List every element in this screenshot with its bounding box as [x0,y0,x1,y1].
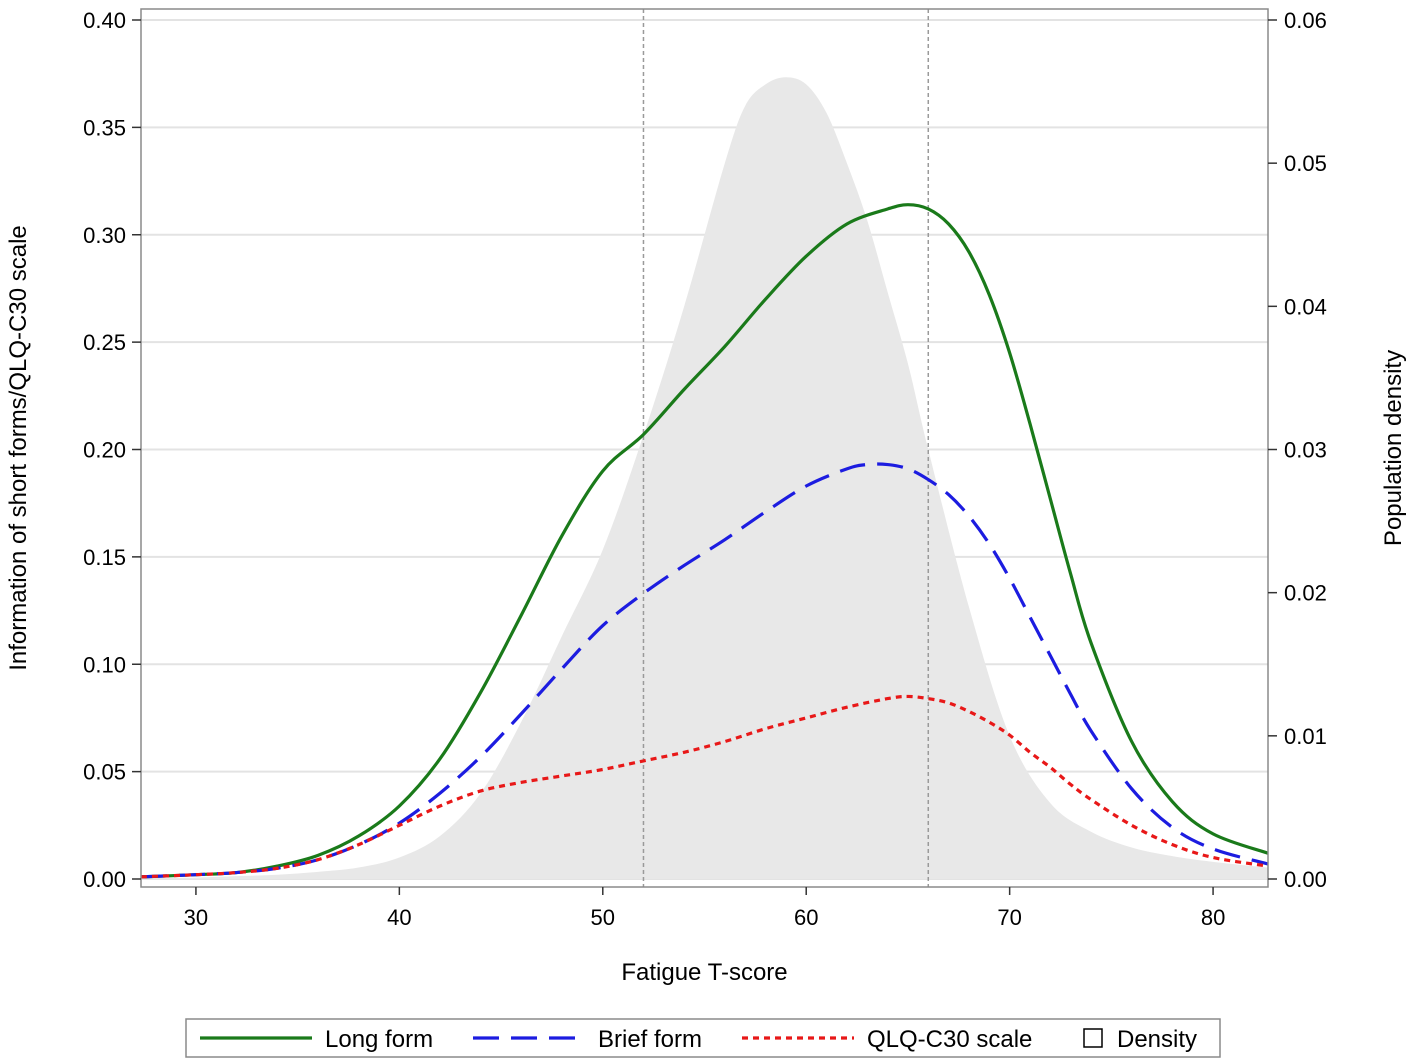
y2-tick-label-3: 0.03 [1284,438,1327,463]
x-tick-label-3: 60 [794,905,818,930]
density-area-group [141,77,1268,879]
legend-label-2: QLQ-C30 scale [867,1026,1032,1053]
y-axis-label: Information of short forms/QLQ-C30 scale [5,225,32,671]
y2-tick-label-1: 0.01 [1284,724,1327,749]
legend-label-0: Long form [325,1026,433,1053]
y-tick-label-1: 0.05 [83,760,126,785]
x-tick-label-0: 30 [184,905,208,930]
y-tick-label-4: 0.20 [83,438,126,463]
y2-tick-label-0: 0.00 [1284,867,1327,892]
x-tick-label-2: 50 [591,905,615,930]
y-tick-label-5: 0.25 [83,330,126,355]
y-tick-label-7: 0.35 [83,115,126,140]
y2-axis-label: Population density [1380,350,1407,546]
y-tick-label-8: 0.40 [83,8,126,33]
y-axis-left: 0.00 0.05 0.10 0.15 0.20 0.25 0.30 0.35 0.40 [83,8,141,892]
y-tick-label-0: 0.00 [83,867,126,892]
y2-tick-label-6: 0.06 [1284,8,1327,33]
y-tick-label-3: 0.15 [83,545,126,570]
density-area [141,77,1268,879]
legend-swatch-3 [1083,1028,1103,1048]
legend: Long form Brief form QLQ-C30 scale Density [185,1018,1221,1058]
y-axis-right: 0.00 0.01 0.02 0.03 0.04 0.05 0.06 [1268,8,1327,892]
y2-tick-label-5: 0.05 [1284,151,1327,176]
x-tick-label-4: 70 [997,905,1021,930]
legend-label-1: Brief form [598,1026,702,1053]
y2-tick-label-4: 0.04 [1284,294,1327,319]
y-tick-label-2: 0.10 [83,652,126,677]
series-line-qlq-c30-scale [140,694,1269,879]
x-tick-label-5: 80 [1201,905,1225,930]
y2-tick-label-2: 0.02 [1284,581,1327,606]
y-tick-label-6: 0.30 [83,223,126,248]
x-axis: 30 40 50 60 70 80 [184,887,1225,930]
x-tick-label-1: 40 [387,905,411,930]
legend-label-3: Density [1117,1026,1197,1053]
plot-frame [140,8,1269,888]
legend-frame [185,1018,1221,1058]
reference-lines [642,9,930,887]
x-axis-label: Fatigue T-score [621,959,787,986]
series-lines [140,203,1269,879]
series-line-long-form [140,203,1269,879]
